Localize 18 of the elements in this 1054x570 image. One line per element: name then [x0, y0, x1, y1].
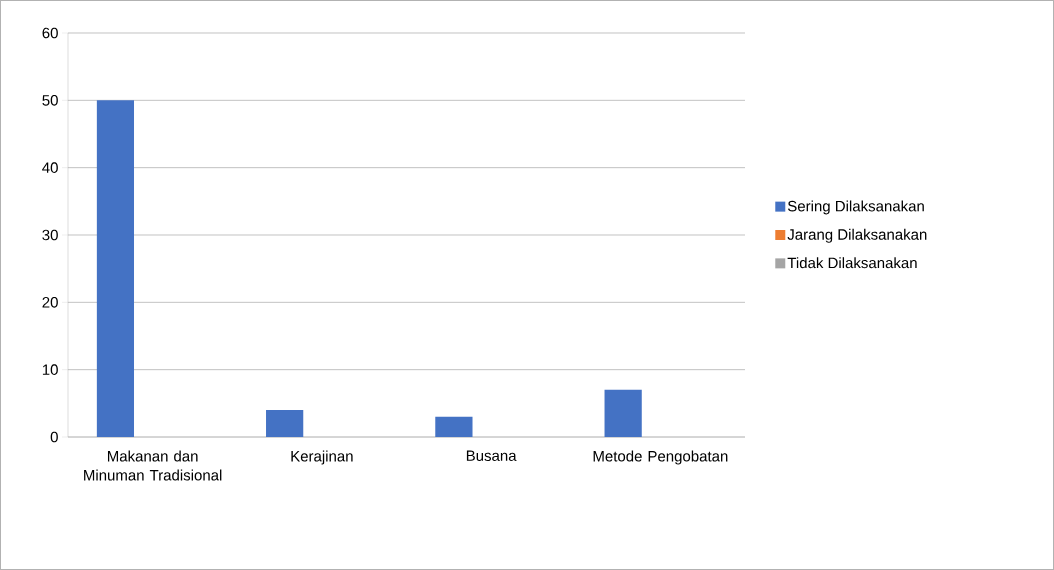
- x-tick-label: Metode Pengobatan: [593, 450, 728, 465]
- legend-label: Sering Dilaksanakan: [787, 200, 924, 215]
- bar: [96, 100, 135, 437]
- legend-label: Jarang Dilaksanakan: [787, 228, 927, 243]
- y-tick-label: 60: [42, 27, 58, 39]
- x-tick-label: Kerajinan: [291, 450, 353, 465]
- bar: [604, 389, 642, 437]
- legend-label: Tidak Dilaksanakan: [787, 257, 917, 269]
- x-tick-label: Busana: [466, 450, 517, 461]
- y-tick-label: 10: [42, 364, 58, 375]
- y-tick-label: 20: [42, 297, 58, 308]
- bar: [435, 416, 473, 437]
- y-tick-label: 40: [42, 162, 58, 173]
- bar: [266, 410, 304, 437]
- y-tick-label: 50: [42, 95, 58, 106]
- y-tick-label: 0: [50, 431, 58, 443]
- x-tick-label: Makanan dan Minuman Tradisional: [84, 450, 222, 481]
- y-tick-label: 30: [42, 229, 58, 241]
